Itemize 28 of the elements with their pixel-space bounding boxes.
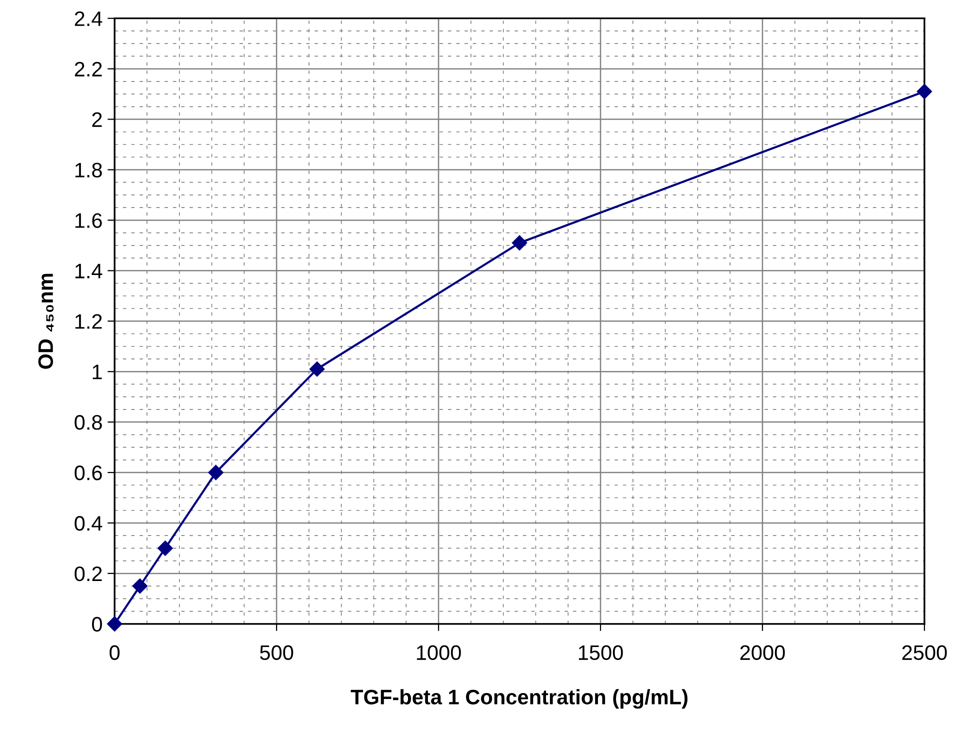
x-tick-label: 2500 [902, 645, 947, 660]
x-tick-label: 1000 [416, 645, 461, 660]
y-tick-label: 0.6 [74, 466, 102, 480]
y-tick-label: 1 [92, 364, 102, 380]
y-tick-label: 2.4 [74, 11, 102, 26]
y-tick-label: 2 [92, 112, 102, 127]
y-tick-label: 0 [92, 616, 102, 632]
y-tick-label: 2.2 [74, 62, 102, 76]
y-tick-label: 0.8 [74, 415, 102, 430]
y-tick-label: 1.4 [75, 264, 102, 278]
point [208, 464, 224, 480]
x-axis-title: TGF-beta 1 Concentration (pg/mL) [350, 689, 688, 709]
point [916, 84, 932, 100]
x-tick-label: 500 [260, 645, 294, 660]
x-tick-label: 0 [110, 645, 120, 660]
point [132, 578, 148, 594]
y-axis-title: OD ₄₅₀nm [38, 274, 54, 369]
y-tick-label: 1.8 [75, 162, 102, 178]
point [158, 540, 173, 556]
y-tick-label: 0.4 [74, 516, 102, 531]
y-tick-label: 0.2 [74, 566, 102, 582]
point [107, 616, 122, 632]
x-tick-label: 2000 [740, 645, 785, 660]
x-tick-label: 1500 [578, 645, 623, 660]
point [309, 361, 325, 377]
y-tick-label: 1.6 [75, 213, 102, 228]
point [512, 235, 528, 250]
y-tick-label: 1.2 [75, 314, 102, 329]
